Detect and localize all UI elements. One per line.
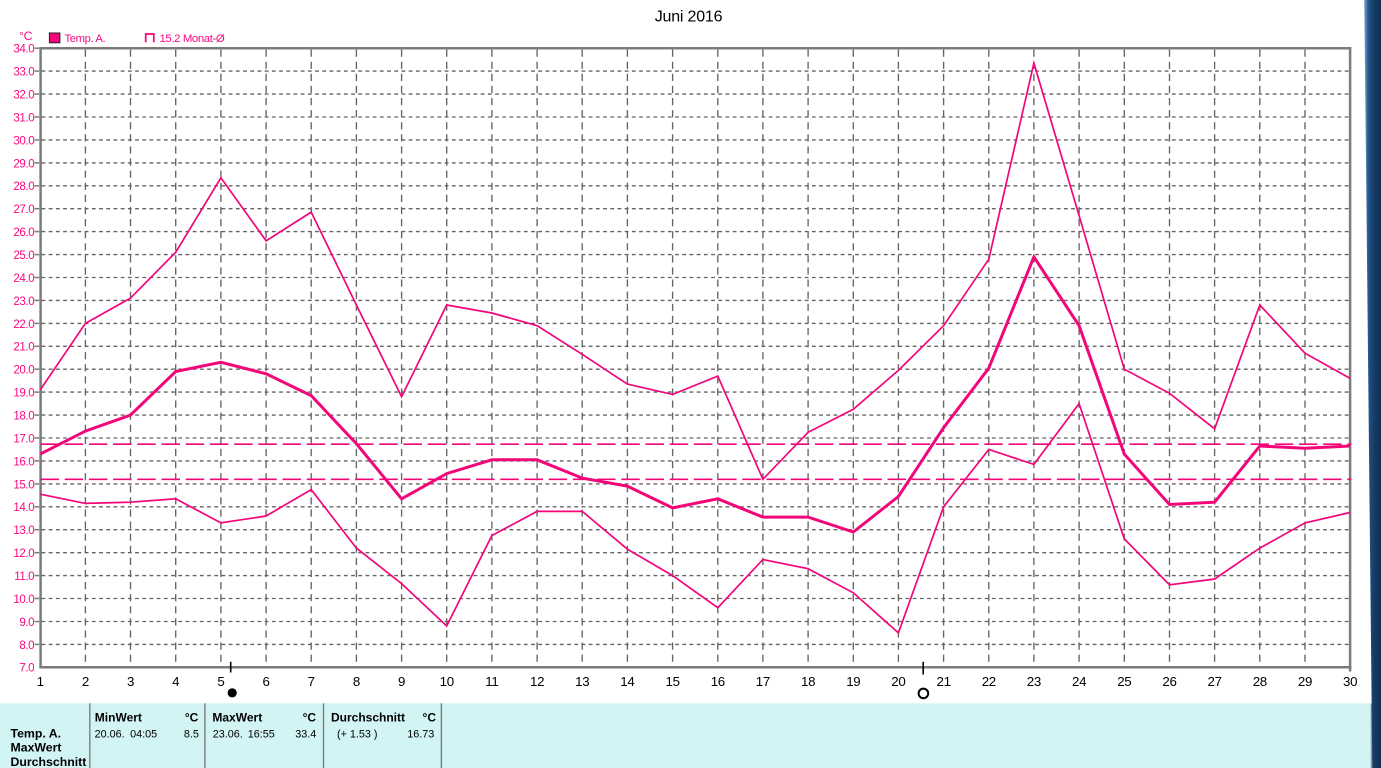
svg-text:34.0: 34.0 xyxy=(13,43,34,56)
svg-text:9.0: 9.0 xyxy=(19,616,34,629)
svg-text:15.2 Monat-Ø: 15.2 Monat-Ø xyxy=(160,33,225,45)
svg-text:8.0: 8.0 xyxy=(19,639,34,652)
svg-text:14.0: 14.0 xyxy=(13,501,34,514)
svg-text:15: 15 xyxy=(665,674,679,689)
svg-text:20.0: 20.0 xyxy=(13,364,34,377)
svg-text:7: 7 xyxy=(308,674,315,689)
svg-text:10: 10 xyxy=(440,674,454,689)
svg-text:5: 5 xyxy=(217,674,224,689)
svg-text:(+ 1.53 ): (+ 1.53 ) xyxy=(337,728,378,740)
svg-text:16: 16 xyxy=(711,674,725,689)
svg-text:24: 24 xyxy=(1072,674,1086,689)
svg-text:17.0: 17.0 xyxy=(13,432,34,445)
svg-text:26: 26 xyxy=(1162,674,1176,689)
svg-text:14: 14 xyxy=(620,674,634,689)
svg-text:4: 4 xyxy=(172,674,179,689)
svg-text:2: 2 xyxy=(82,674,89,689)
svg-text:13.0: 13.0 xyxy=(13,524,34,537)
svg-text:30.0: 30.0 xyxy=(13,134,34,147)
svg-text:33.0: 33.0 xyxy=(13,66,34,79)
svg-text:23: 23 xyxy=(1027,674,1041,689)
svg-text:27: 27 xyxy=(1207,674,1221,689)
svg-text:25: 25 xyxy=(1117,674,1131,689)
svg-text:26.0: 26.0 xyxy=(13,226,34,239)
svg-text:24.0: 24.0 xyxy=(13,272,34,285)
svg-text:25.0: 25.0 xyxy=(13,249,34,262)
svg-text:22: 22 xyxy=(982,674,996,689)
svg-text:8.5: 8.5 xyxy=(184,728,199,740)
svg-text:20: 20 xyxy=(891,674,905,689)
svg-text:°C: °C xyxy=(185,711,199,725)
svg-text:°C: °C xyxy=(19,29,33,43)
svg-text:29.0: 29.0 xyxy=(13,157,34,170)
svg-text:°C: °C xyxy=(303,711,317,725)
svg-text:19: 19 xyxy=(846,674,860,689)
svg-text:30: 30 xyxy=(1343,674,1357,689)
svg-text:33.4: 33.4 xyxy=(295,728,316,740)
svg-text:6: 6 xyxy=(263,674,270,689)
svg-text:16.0: 16.0 xyxy=(13,455,34,468)
svg-text:16:55: 16:55 xyxy=(248,728,275,740)
svg-text:28: 28 xyxy=(1253,674,1267,689)
svg-text:32.0: 32.0 xyxy=(13,89,34,102)
svg-text:22.0: 22.0 xyxy=(13,318,34,331)
svg-text:18: 18 xyxy=(801,674,815,689)
svg-text:11.0: 11.0 xyxy=(14,570,34,583)
svg-text:MaxWert: MaxWert xyxy=(11,741,62,755)
svg-text:16.73: 16.73 xyxy=(407,728,434,740)
svg-text:23.06.: 23.06. xyxy=(213,728,243,740)
svg-text:27.0: 27.0 xyxy=(13,203,34,216)
svg-text:23.0: 23.0 xyxy=(13,295,34,308)
svg-text:18.0: 18.0 xyxy=(13,410,34,423)
svg-text:11: 11 xyxy=(485,674,498,689)
svg-text:9: 9 xyxy=(398,674,405,689)
svg-text:3: 3 xyxy=(127,674,134,689)
svg-text:15.0: 15.0 xyxy=(13,478,34,491)
svg-text:19.0: 19.0 xyxy=(13,387,34,400)
svg-text:Temp. A.: Temp. A. xyxy=(65,33,106,45)
svg-text:29: 29 xyxy=(1298,674,1312,689)
svg-text:Juni 2016: Juni 2016 xyxy=(655,8,723,25)
svg-text:04:05: 04:05 xyxy=(130,728,157,740)
svg-text:12: 12 xyxy=(530,674,544,689)
svg-text:Temp. A.: Temp. A. xyxy=(11,726,62,740)
svg-text:21.0: 21.0 xyxy=(13,341,34,354)
svg-text:13: 13 xyxy=(575,674,589,689)
svg-text:Durchschnitt: Durchschnitt xyxy=(331,711,405,725)
svg-text:10.0: 10.0 xyxy=(13,593,34,606)
svg-text:28.0: 28.0 xyxy=(13,180,34,193)
svg-text:1: 1 xyxy=(37,674,44,689)
svg-text:17: 17 xyxy=(756,674,770,689)
svg-text:31.0: 31.0 xyxy=(13,111,34,124)
svg-text:20.06.: 20.06. xyxy=(95,728,125,740)
svg-text:21: 21 xyxy=(936,674,950,689)
svg-text:7.0: 7.0 xyxy=(19,662,34,675)
svg-text:MinWert: MinWert xyxy=(95,711,142,725)
svg-text:8: 8 xyxy=(353,674,360,689)
svg-text:°C: °C xyxy=(423,711,437,725)
svg-text:Durchschnitt: Durchschnitt xyxy=(11,755,87,768)
svg-text:12.0: 12.0 xyxy=(13,547,34,560)
svg-text:MaxWert: MaxWert xyxy=(212,711,262,725)
